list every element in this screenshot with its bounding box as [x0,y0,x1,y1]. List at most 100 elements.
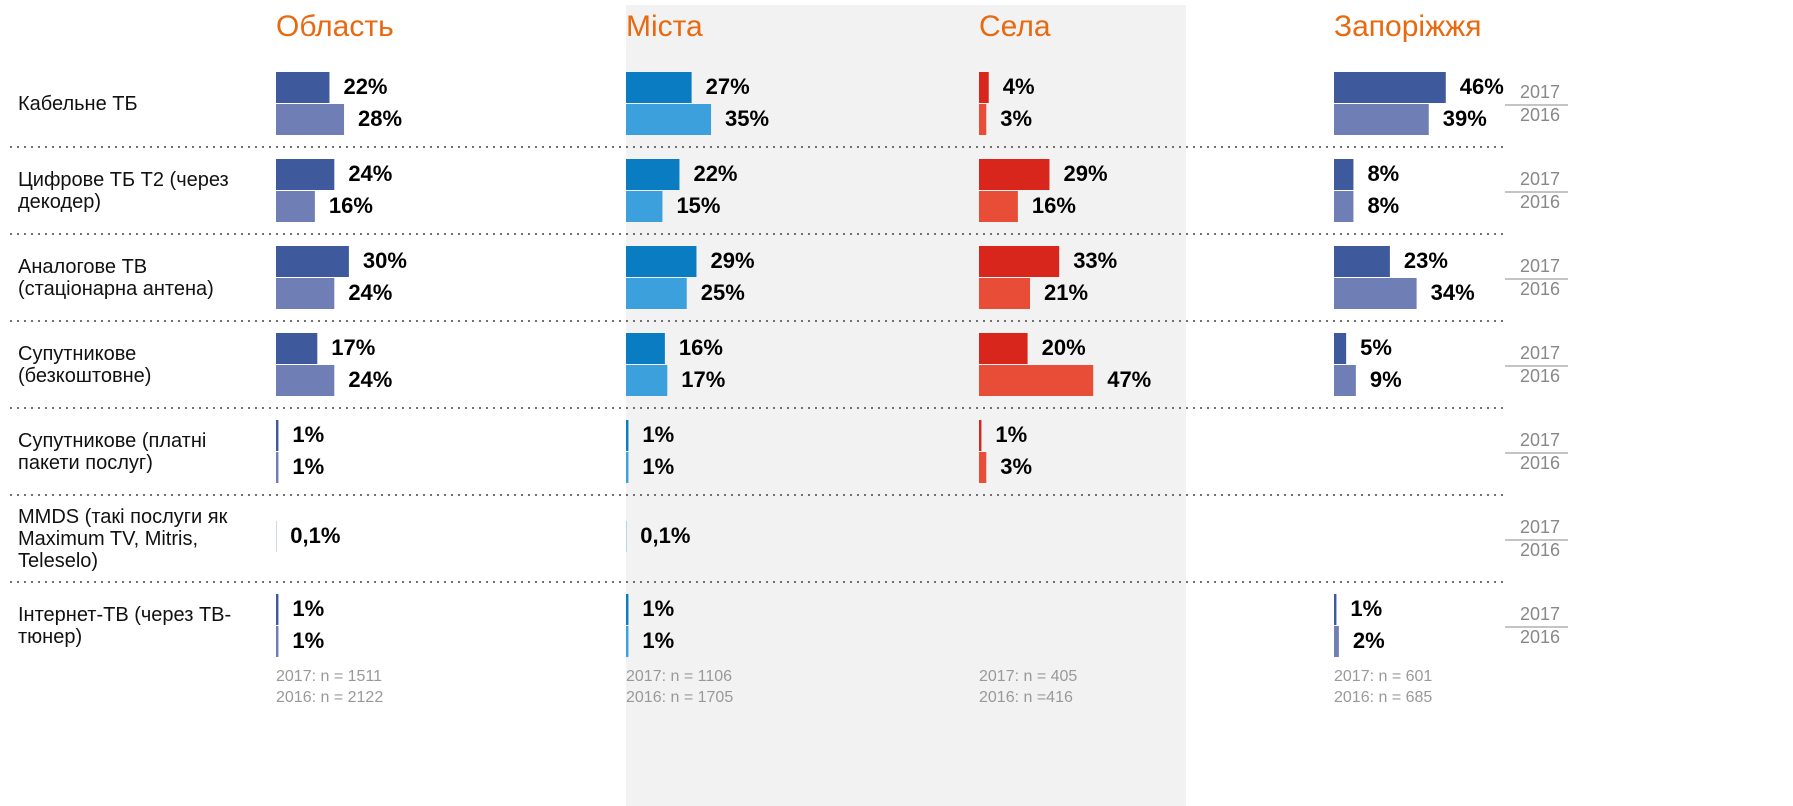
value-label: 1% [292,422,324,447]
legend-label: 2016 [1520,105,1560,125]
legend-label: 2017 [1520,430,1560,450]
bar [1334,626,1339,657]
value-label: 39% [1443,106,1487,131]
bar [626,104,712,135]
value-label: 27% [706,74,750,99]
bar [276,333,318,364]
value-label: 22% [693,161,737,186]
bar [276,278,335,309]
bar [276,594,279,625]
sample-note: 2016: n = 2122 [276,689,383,706]
row-label: Інтернет-ТВ (через ТВ-тюнер) [18,603,232,648]
legend-label: 2016 [1520,366,1560,386]
row-label: MMDS (такі послуги як Maximum TV, Mitris… [18,505,228,572]
legend-label: 2016 [1520,540,1560,560]
legend-label: 2016 [1520,279,1560,299]
row-label: Кабельне ТБ [18,92,138,115]
bar [1334,104,1429,135]
value-label: 21% [1044,280,1088,305]
value-label: 29% [1063,161,1107,186]
legend-label: 2017 [1520,169,1560,189]
value-label: 30% [363,248,407,273]
bar [626,159,680,190]
bar [1334,333,1347,364]
value-label: 0,1% [290,523,340,548]
legend-label: 2016 [1520,453,1560,473]
value-label: 24% [348,280,392,305]
value-label: 20% [1042,335,1086,360]
bar [626,191,663,222]
value-label: 17% [331,335,375,360]
legend-label: 2017 [1520,517,1560,537]
bar [626,420,629,451]
bar [979,246,1060,277]
value-label: 24% [348,367,392,392]
value-label: 33% [1073,248,1117,273]
background-band [626,5,1186,806]
value-label: 1% [292,628,324,653]
bar [276,246,349,277]
bar [1334,72,1446,103]
panel-title: Села [979,10,1051,43]
value-label: 8% [1367,161,1399,186]
value-label: 1% [642,628,674,653]
bar [276,191,315,222]
bar [276,365,335,396]
bar [276,626,279,657]
value-label: 16% [1032,193,1076,218]
bar [626,626,629,657]
sample-note: 2016: n = 685 [1334,689,1432,706]
value-label: 35% [725,106,769,131]
bar [1334,278,1417,309]
bar [626,72,692,103]
bar [276,72,330,103]
bar [979,333,1028,364]
value-label: 1% [642,454,674,479]
value-label: 1% [995,422,1027,447]
bar [626,246,697,277]
value-label: 5% [1360,335,1392,360]
bar [626,594,629,625]
value-label: 9% [1370,367,1402,392]
value-label: 22% [343,74,387,99]
bar [979,420,982,451]
panel-title: Запоріжжя [1334,10,1481,43]
row-label: Цифрове ТБ Т2 (через декодер) [18,168,229,213]
sample-note: 2016: n =416 [979,689,1073,706]
legend-label: 2017 [1520,82,1560,102]
legend-label: 2017 [1520,256,1560,276]
sample-note: 2017: n = 1511 [276,668,382,685]
value-label: 1% [292,454,324,479]
value-label: 24% [348,161,392,186]
bar [626,278,687,309]
bar [276,159,335,190]
bar [1334,159,1354,190]
panel-title: Міста [626,10,703,43]
value-label: 4% [1003,74,1035,99]
value-label: 29% [710,248,754,273]
value-label: 16% [679,335,723,360]
bar [626,333,665,364]
value-label: 15% [676,193,720,218]
value-label: 1% [642,596,674,621]
value-label: 3% [1000,454,1032,479]
panel-title: Область [276,10,394,43]
bar [979,159,1050,190]
row-label: Супутникове (платні пакети послуг) [18,429,207,474]
value-label: 17% [681,367,725,392]
bar [276,420,279,451]
value-label: 28% [358,106,402,131]
legend-label: 2017 [1520,343,1560,363]
bar [1334,191,1354,222]
value-label: 16% [329,193,373,218]
bar [979,72,989,103]
bar [979,278,1031,309]
value-label: 8% [1367,193,1399,218]
value-label: 23% [1404,248,1448,273]
sample-note: 2017: n = 1106 [626,668,732,685]
bar [979,452,987,483]
value-label: 2% [1353,628,1385,653]
row-label: Аналогове ТВ (стаціонарна антена) [18,255,214,300]
